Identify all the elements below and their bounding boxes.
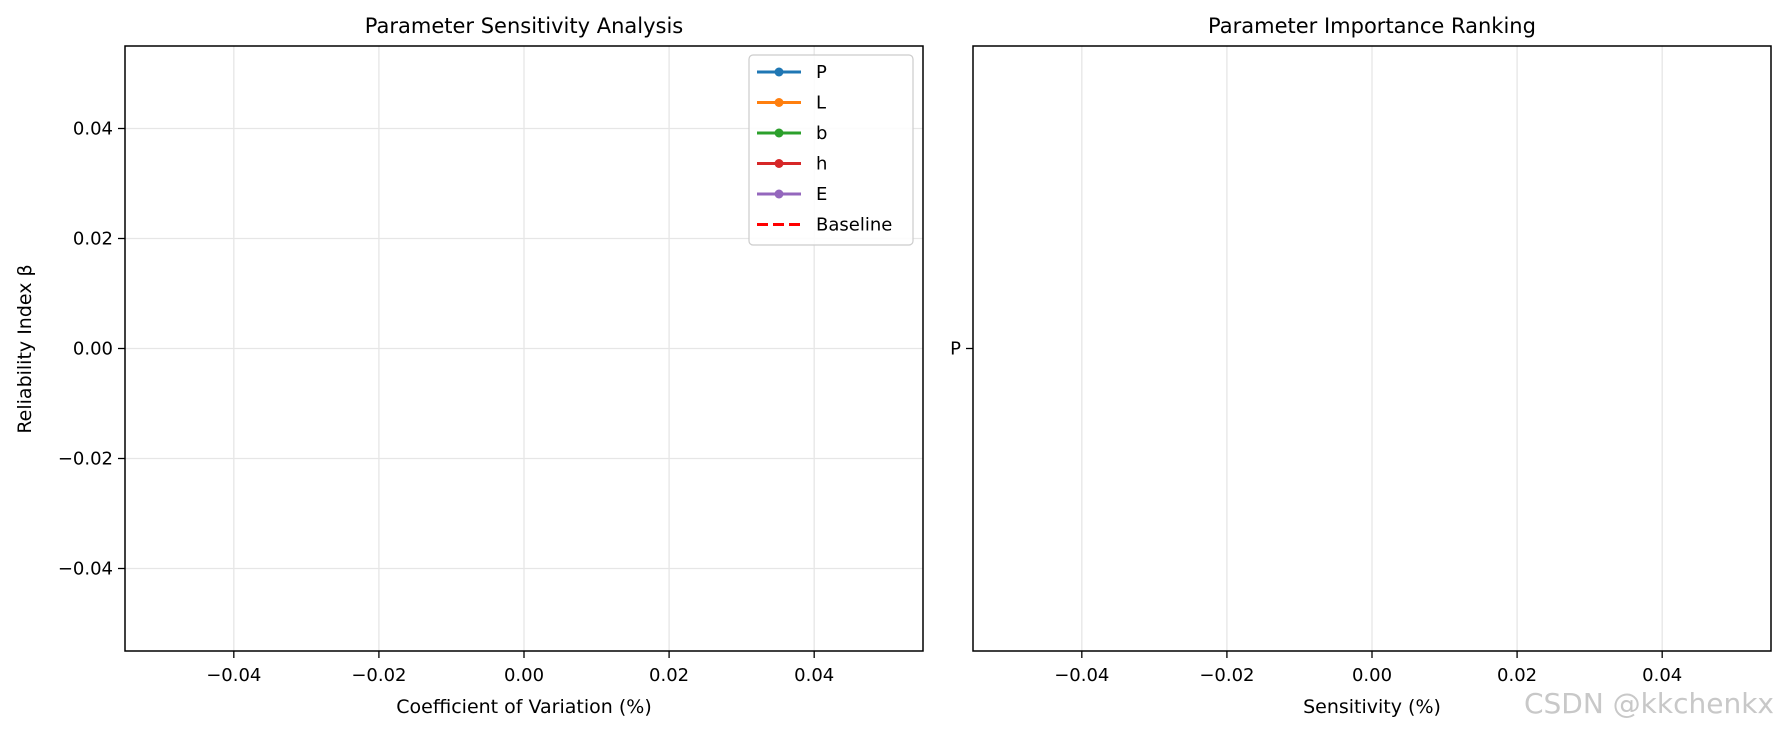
legend-entry-e: E <box>757 184 827 205</box>
right-y-ticks: P <box>950 339 973 360</box>
left-x-tick-label: −0.02 <box>351 665 406 686</box>
legend-label: P <box>816 62 827 83</box>
legend-entry-l: L <box>757 93 826 114</box>
right-x-tick-label: 0.02 <box>1497 665 1537 686</box>
right-y-tick-label: P <box>950 339 961 360</box>
legend-label: L <box>816 93 826 114</box>
legend-label: E <box>816 184 827 205</box>
legend-label: Baseline <box>816 215 892 236</box>
legend-swatch-marker <box>774 189 784 199</box>
left-y-tick-label: 0.04 <box>73 119 113 140</box>
legend-label: h <box>816 154 827 175</box>
left-x-ticks: −0.04 −0.02 0.00 0.02 0.04 <box>206 651 834 686</box>
left-y-tick-label: 0.02 <box>73 229 113 250</box>
legend-label: b <box>816 123 827 144</box>
right-chart-title: Parameter Importance Ranking <box>1208 14 1536 38</box>
right-x-tick-label: 0.00 <box>1352 665 1392 686</box>
right-x-axis-label: Sensitivity (%) <box>1303 696 1441 718</box>
right-x-ticks: −0.04 −0.02 0.00 0.02 0.04 <box>1054 651 1682 686</box>
left-x-tick-label: 0.00 <box>504 665 544 686</box>
legend-entry-h: h <box>757 154 827 175</box>
left-x-axis-label: Coefficient of Variation (%) <box>396 696 651 718</box>
legend-entry-b: b <box>757 123 827 144</box>
left-x-tick-label: −0.04 <box>206 665 261 686</box>
legend-swatch-marker <box>774 159 784 168</box>
legend-swatch-marker <box>774 98 784 107</box>
left-y-tick-label: −0.04 <box>58 559 113 580</box>
importance-ranking-chart: −0.04 −0.02 0.00 0.02 0.04 P Parameter Impor… <box>950 14 1772 718</box>
right-x-tick-label: −0.02 <box>1199 665 1254 686</box>
legend-swatch-marker <box>774 128 784 138</box>
right-x-tick-label: 0.04 <box>1642 665 1682 686</box>
legend-entry-baseline: Baseline <box>757 215 892 236</box>
left-y-tick-label: −0.02 <box>58 449 113 470</box>
left-x-tick-label: 0.02 <box>649 665 689 686</box>
sensitivity-analysis-chart: −0.04 −0.02 0.00 0.02 0.04 0.04 0.02 0.00 −0.02… <box>14 14 924 718</box>
left-x-tick-label: 0.04 <box>794 665 834 686</box>
right-x-tick-label: −0.04 <box>1054 665 1109 686</box>
right-grid <box>1081 46 1663 651</box>
left-chart-title: Parameter Sensitivity Analysis <box>365 14 683 38</box>
watermark: CSDN @kkchenkx <box>1524 687 1774 720</box>
legend-swatch-marker <box>774 67 784 77</box>
legend-entry-p: P <box>757 62 827 83</box>
left-y-axis-label: Reliability Index β <box>14 264 36 433</box>
left-y-tick-label: 0.00 <box>73 339 113 360</box>
left-y-ticks: 0.04 0.02 0.00 −0.02 −0.04 <box>58 119 125 580</box>
